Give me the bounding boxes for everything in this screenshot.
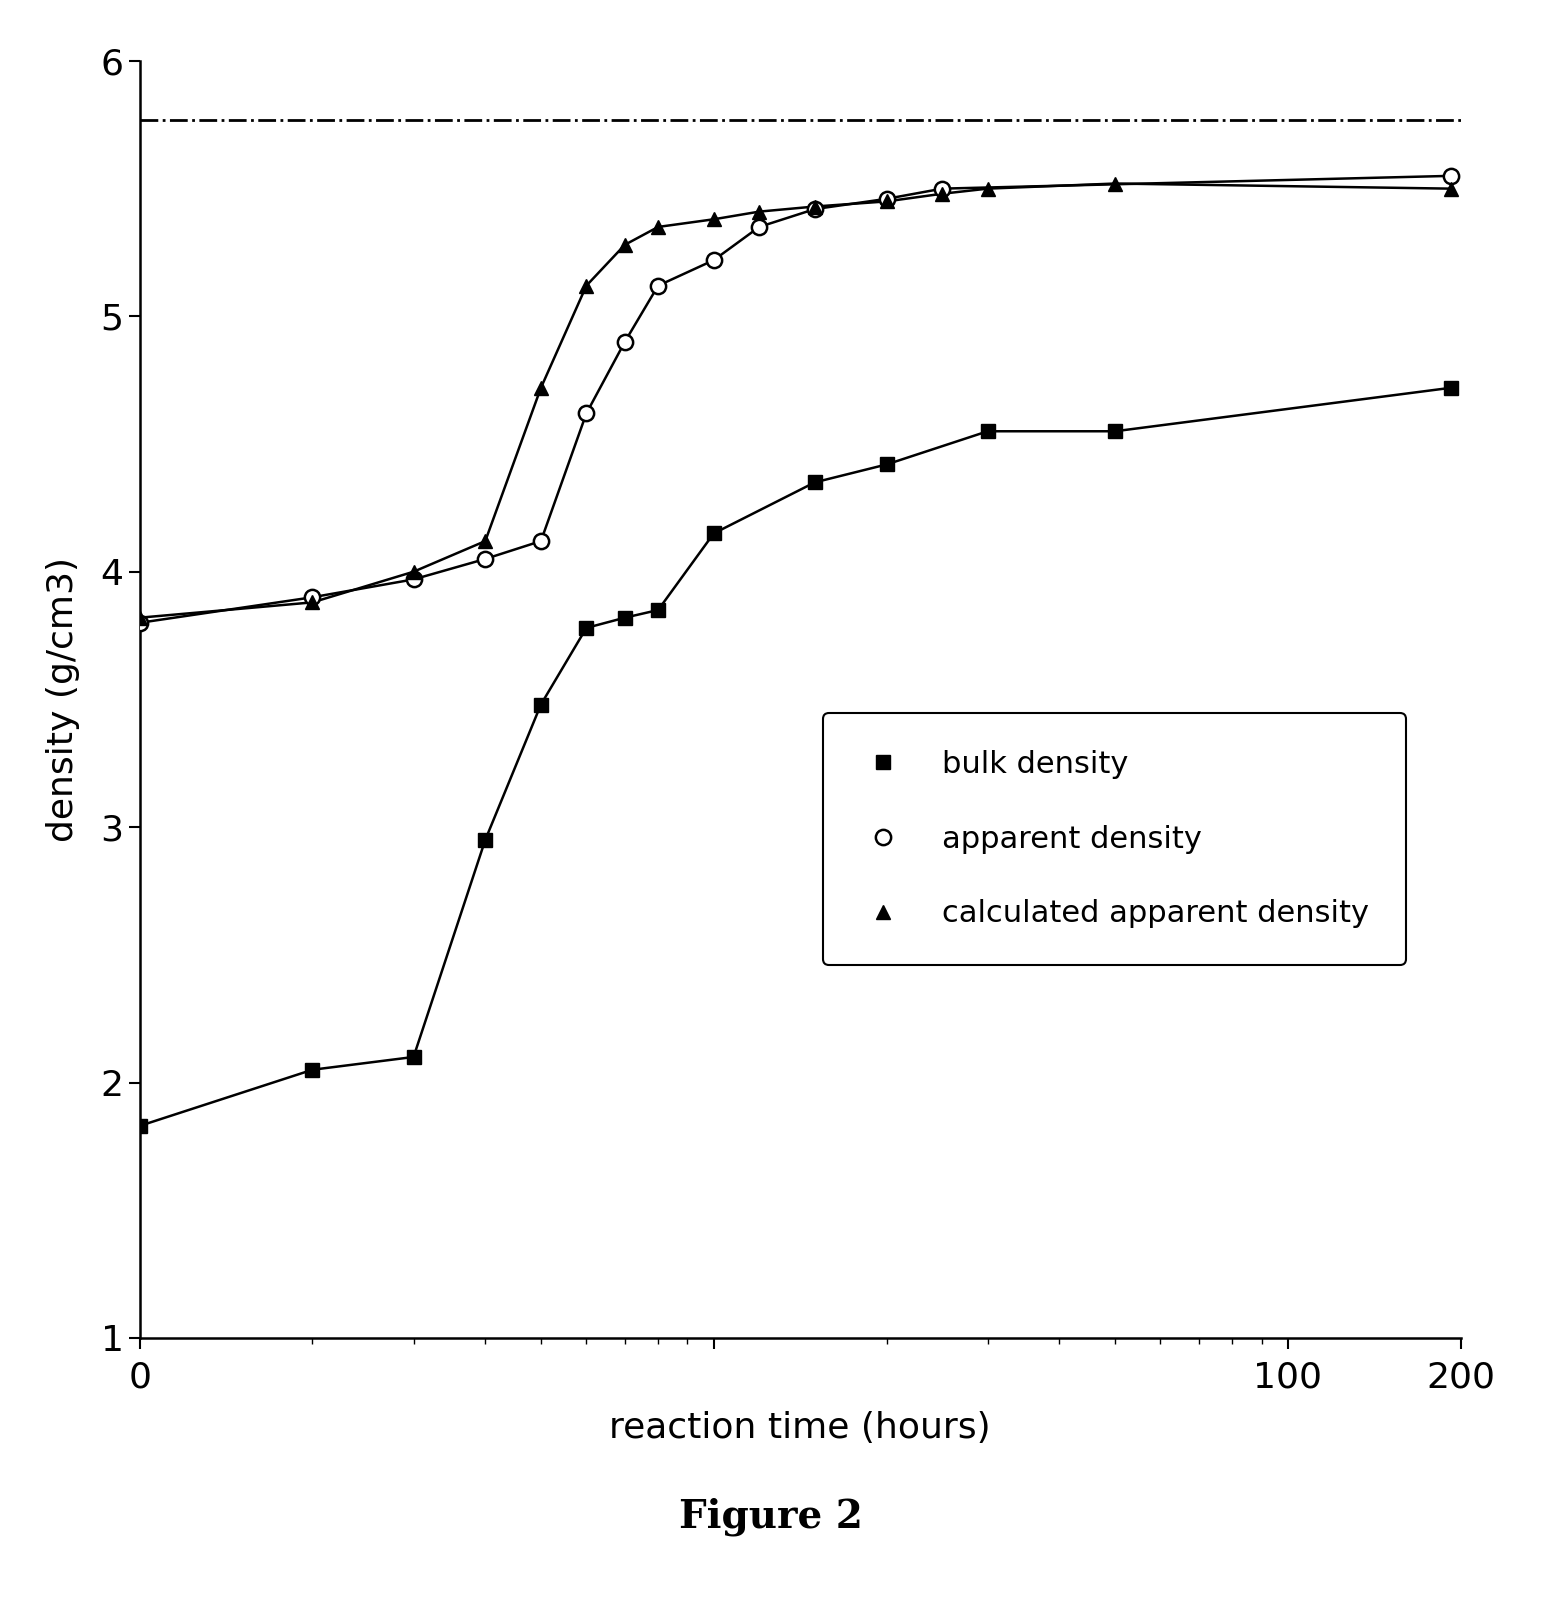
bulk density	[476, 830, 495, 850]
calculated apparent density	[932, 183, 951, 203]
apparent density	[131, 613, 149, 633]
calculated apparent density	[404, 561, 422, 581]
bulk density	[979, 422, 997, 441]
apparent density	[750, 217, 769, 237]
Legend: bulk density, apparent density, calculated apparent density: bulk density, apparent density, calculat…	[823, 714, 1405, 965]
calculated apparent density	[1106, 174, 1125, 193]
Y-axis label: density (g/cm3): density (g/cm3)	[46, 556, 80, 842]
calculated apparent density	[476, 532, 495, 551]
apparent density	[704, 250, 723, 269]
apparent density	[877, 190, 895, 209]
bulk density	[532, 694, 550, 714]
calculated apparent density	[131, 608, 149, 628]
calculated apparent density	[704, 209, 723, 229]
apparent density	[649, 276, 667, 295]
Line: apparent density: apparent density	[133, 169, 1458, 631]
apparent density	[476, 550, 495, 569]
apparent density	[304, 587, 322, 607]
bulk density	[578, 618, 596, 637]
bulk density	[649, 600, 667, 620]
Line: calculated apparent density: calculated apparent density	[133, 177, 1458, 624]
apparent density	[404, 569, 422, 589]
bulk density	[615, 608, 633, 628]
calculated apparent density	[578, 276, 596, 295]
apparent density	[578, 404, 596, 423]
apparent density	[532, 532, 550, 551]
calculated apparent density	[750, 201, 769, 221]
bulk density	[304, 1061, 322, 1080]
calculated apparent density	[532, 378, 550, 397]
bulk density	[806, 472, 824, 491]
bulk density	[404, 1048, 422, 1067]
calculated apparent density	[615, 235, 633, 255]
calculated apparent density	[1441, 178, 1459, 198]
Line: bulk density: bulk density	[133, 381, 1458, 1132]
calculated apparent density	[877, 191, 895, 211]
calculated apparent density	[806, 196, 824, 216]
bulk density	[704, 524, 723, 543]
X-axis label: reaction time (hours): reaction time (hours)	[609, 1411, 991, 1445]
apparent density	[615, 333, 633, 352]
bulk density	[131, 1116, 149, 1135]
calculated apparent density	[304, 592, 322, 611]
calculated apparent density	[649, 217, 667, 237]
apparent density	[932, 178, 951, 198]
Text: Figure 2: Figure 2	[678, 1497, 863, 1536]
bulk density	[1441, 378, 1459, 397]
bulk density	[877, 454, 895, 474]
apparent density	[806, 200, 824, 219]
calculated apparent density	[979, 178, 997, 198]
apparent density	[1441, 165, 1459, 185]
bulk density	[1106, 422, 1125, 441]
